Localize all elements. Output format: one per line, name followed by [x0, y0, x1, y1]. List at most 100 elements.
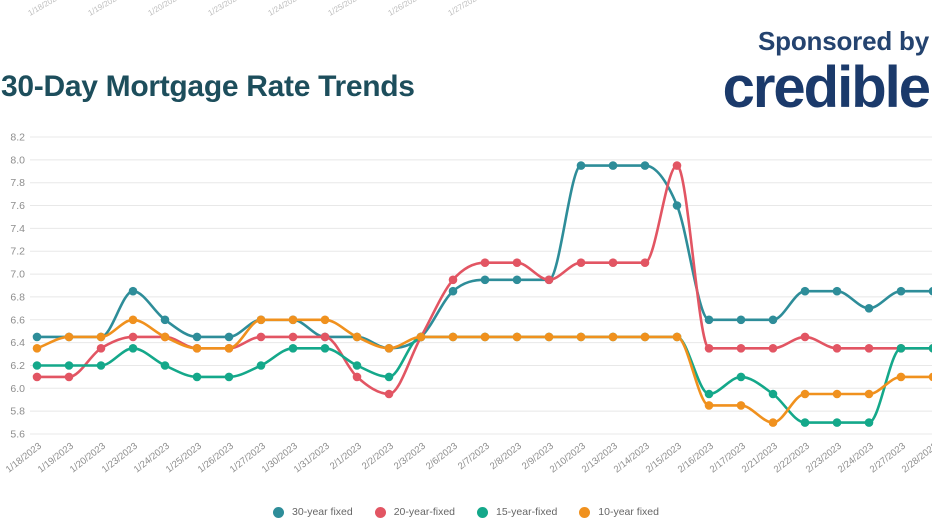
- data-point-20-year-fixed[interactable]: [320, 332, 330, 342]
- data-point-15-year-fixed[interactable]: [192, 372, 202, 382]
- data-point-15-year-fixed[interactable]: [224, 372, 234, 382]
- data-point-30-year-fixed[interactable]: [160, 315, 170, 325]
- data-point-20-year-fixed[interactable]: [736, 344, 746, 353]
- data-point-20-year-fixed[interactable]: [640, 258, 650, 268]
- data-point-30-year-fixed[interactable]: [864, 304, 874, 313]
- data-point-30-year-fixed[interactable]: [768, 315, 778, 325]
- data-point-15-year-fixed[interactable]: [32, 361, 42, 370]
- data-point-10-year-fixed[interactable]: [128, 315, 138, 325]
- data-point-10-year-fixed[interactable]: [864, 389, 874, 399]
- data-point-15-year-fixed[interactable]: [128, 344, 138, 353]
- data-point-10-year-fixed[interactable]: [416, 332, 426, 342]
- data-point-20-year-fixed[interactable]: [576, 258, 586, 268]
- data-point-20-year-fixed[interactable]: [800, 332, 810, 342]
- data-point-30-year-fixed[interactable]: [896, 286, 906, 296]
- data-point-30-year-fixed[interactable]: [640, 161, 650, 170]
- data-point-30-year-fixed[interactable]: [32, 332, 42, 342]
- data-point-10-year-fixed[interactable]: [800, 389, 810, 399]
- data-point-15-year-fixed[interactable]: [96, 361, 106, 370]
- data-point-15-year-fixed[interactable]: [704, 389, 714, 399]
- data-point-10-year-fixed[interactable]: [672, 332, 682, 342]
- data-point-10-year-fixed[interactable]: [32, 344, 42, 353]
- data-point-10-year-fixed[interactable]: [384, 344, 394, 353]
- data-point-20-year-fixed[interactable]: [128, 332, 138, 342]
- data-point-10-year-fixed[interactable]: [64, 332, 74, 342]
- data-point-10-year-fixed[interactable]: [320, 315, 330, 325]
- data-point-20-year-fixed[interactable]: [96, 344, 106, 353]
- data-point-20-year-fixed[interactable]: [608, 258, 618, 268]
- data-point-30-year-fixed[interactable]: [704, 315, 714, 325]
- data-point-15-year-fixed[interactable]: [384, 372, 394, 382]
- data-point-15-year-fixed[interactable]: [256, 361, 266, 370]
- data-point-30-year-fixed[interactable]: [512, 275, 522, 285]
- data-point-20-year-fixed[interactable]: [384, 389, 394, 399]
- data-point-20-year-fixed[interactable]: [512, 258, 522, 268]
- data-point-15-year-fixed[interactable]: [736, 372, 746, 382]
- y-tick-label: 6.4: [10, 337, 25, 349]
- data-point-20-year-fixed[interactable]: [256, 332, 266, 342]
- legend-item-30-year-fixed[interactable]: 30-year fixed: [273, 506, 353, 518]
- data-point-15-year-fixed[interactable]: [864, 418, 874, 427]
- data-point-20-year-fixed[interactable]: [704, 344, 714, 353]
- data-point-10-year-fixed[interactable]: [576, 332, 586, 342]
- data-point-15-year-fixed[interactable]: [64, 361, 74, 370]
- data-point-15-year-fixed[interactable]: [832, 418, 842, 427]
- data-point-10-year-fixed[interactable]: [544, 332, 554, 342]
- data-point-10-year-fixed[interactable]: [448, 332, 458, 342]
- data-point-15-year-fixed[interactable]: [352, 361, 362, 370]
- data-point-30-year-fixed[interactable]: [480, 275, 490, 285]
- legend-item-10-year-fixed[interactable]: 10-year fixed: [579, 506, 659, 518]
- data-point-10-year-fixed[interactable]: [96, 332, 106, 342]
- data-point-30-year-fixed[interactable]: [928, 287, 932, 296]
- data-point-30-year-fixed[interactable]: [576, 161, 586, 170]
- data-point-15-year-fixed[interactable]: [928, 344, 932, 353]
- data-point-30-year-fixed[interactable]: [672, 201, 682, 210]
- data-point-10-year-fixed[interactable]: [832, 389, 842, 399]
- data-point-10-year-fixed[interactable]: [256, 315, 266, 325]
- data-point-10-year-fixed[interactable]: [640, 332, 650, 342]
- data-point-20-year-fixed[interactable]: [448, 275, 458, 285]
- data-point-20-year-fixed[interactable]: [480, 258, 490, 268]
- data-point-15-year-fixed[interactable]: [288, 344, 298, 353]
- data-point-10-year-fixed[interactable]: [512, 332, 522, 342]
- data-point-20-year-fixed[interactable]: [64, 372, 74, 382]
- data-point-15-year-fixed[interactable]: [160, 361, 170, 370]
- data-point-30-year-fixed[interactable]: [832, 286, 842, 296]
- data-point-20-year-fixed[interactable]: [352, 372, 362, 382]
- data-point-20-year-fixed[interactable]: [832, 344, 842, 353]
- data-point-15-year-fixed[interactable]: [800, 418, 810, 427]
- data-point-20-year-fixed[interactable]: [672, 161, 682, 170]
- data-point-10-year-fixed[interactable]: [608, 332, 618, 342]
- data-point-10-year-fixed[interactable]: [224, 344, 234, 353]
- legend-label: 20-year-fixed: [393, 506, 455, 518]
- data-point-10-year-fixed[interactable]: [192, 344, 202, 353]
- y-tick-label: 6.8: [10, 291, 25, 303]
- data-point-10-year-fixed[interactable]: [480, 332, 490, 342]
- data-point-10-year-fixed[interactable]: [352, 332, 362, 342]
- data-point-15-year-fixed[interactable]: [768, 389, 778, 399]
- data-point-30-year-fixed[interactable]: [800, 286, 810, 296]
- data-point-20-year-fixed[interactable]: [768, 344, 778, 353]
- data-point-30-year-fixed[interactable]: [128, 286, 138, 296]
- data-point-10-year-fixed[interactable]: [288, 315, 298, 325]
- data-point-20-year-fixed[interactable]: [544, 275, 554, 285]
- data-point-15-year-fixed[interactable]: [320, 344, 330, 353]
- data-point-10-year-fixed[interactable]: [736, 401, 746, 410]
- top-mini-date: 1/26/2023: [387, 0, 423, 18]
- data-point-10-year-fixed[interactable]: [768, 418, 778, 427]
- data-point-20-year-fixed[interactable]: [32, 372, 42, 382]
- data-point-30-year-fixed[interactable]: [224, 332, 234, 342]
- data-point-20-year-fixed[interactable]: [288, 332, 298, 342]
- legend-item-15-year-fixed[interactable]: 15-year-fixed: [477, 506, 557, 518]
- legend-item-20-year-fixed[interactable]: 20-year-fixed: [374, 506, 455, 518]
- data-point-10-year-fixed[interactable]: [928, 372, 932, 382]
- data-point-15-year-fixed[interactable]: [896, 344, 906, 353]
- data-point-30-year-fixed[interactable]: [736, 315, 746, 325]
- data-point-10-year-fixed[interactable]: [896, 372, 906, 382]
- data-point-30-year-fixed[interactable]: [448, 286, 458, 296]
- data-point-10-year-fixed[interactable]: [704, 401, 714, 410]
- data-point-30-year-fixed[interactable]: [608, 161, 618, 170]
- data-point-30-year-fixed[interactable]: [192, 332, 202, 342]
- data-point-10-year-fixed[interactable]: [160, 332, 170, 342]
- data-point-20-year-fixed[interactable]: [864, 344, 874, 353]
